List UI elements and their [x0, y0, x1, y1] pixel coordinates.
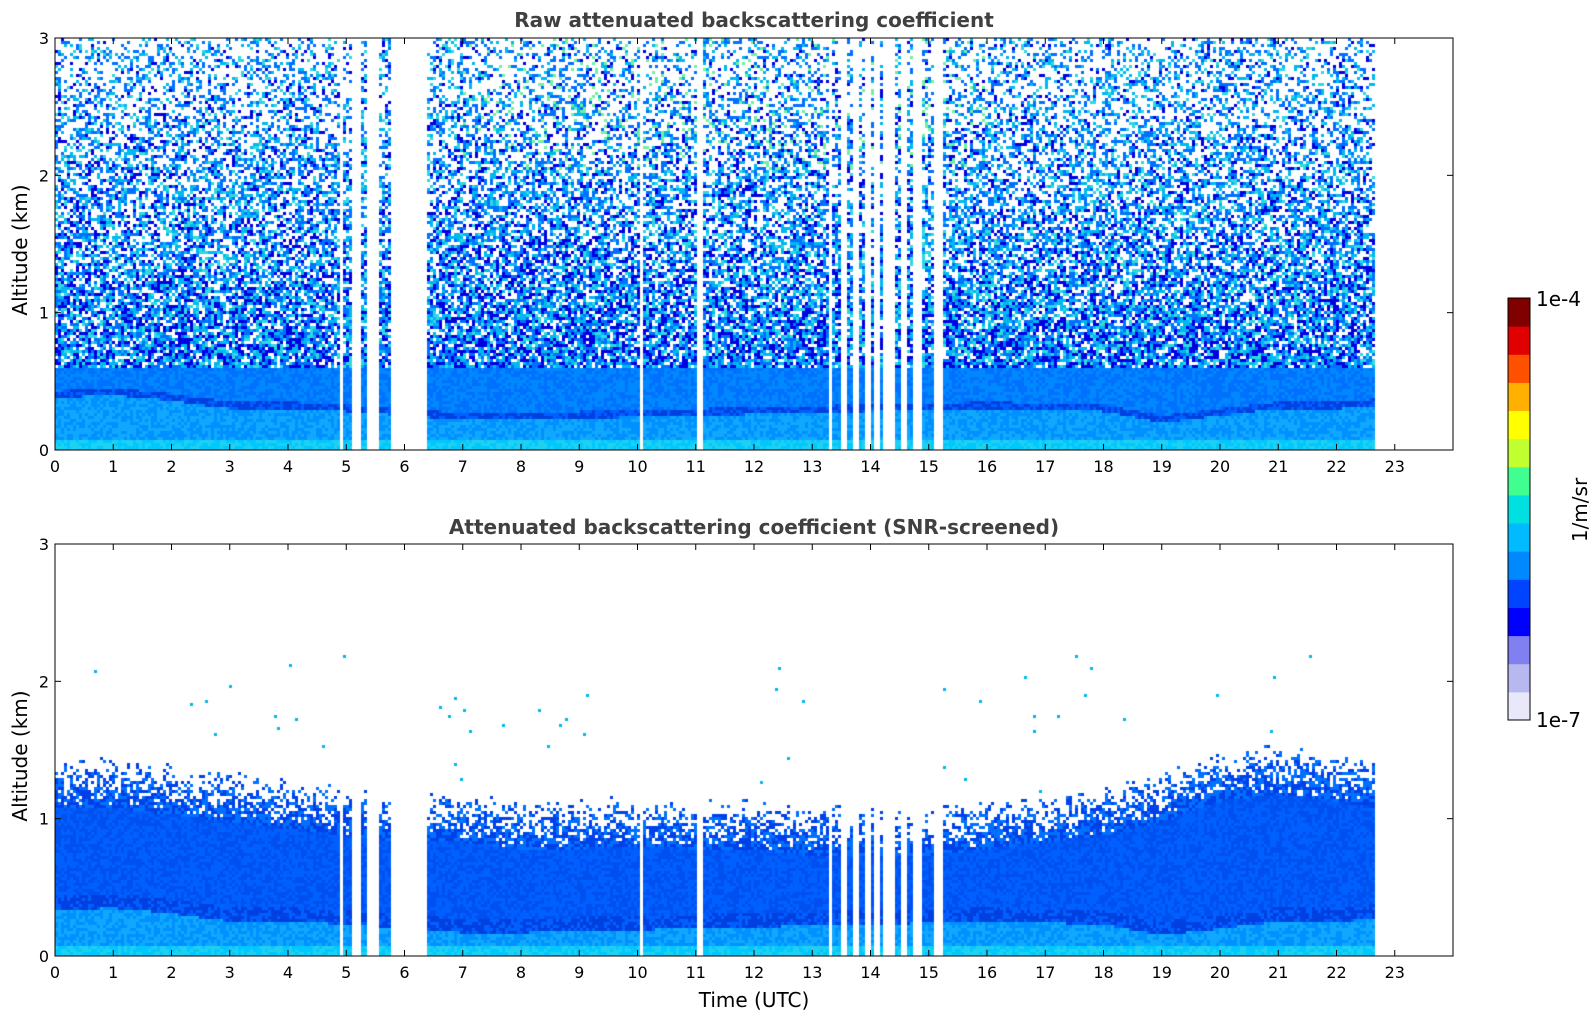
y-tick-label: 2: [39, 672, 49, 691]
raw-panel-ylabel: Altitude (km): [8, 184, 32, 315]
colorbar-segment: [1508, 551, 1530, 580]
snr-panel-xlabel: Time (UTC): [698, 988, 810, 1012]
colorbar-segment: [1508, 691, 1530, 721]
x-tick-label: 9: [574, 963, 584, 982]
raw-panel-axes: 0 1 2 3 4 5 6 7 8 9 10 11 12 13 14 15 16 17 18 19 20 21 22 2301…: [39, 29, 1454, 476]
x-tick-label: 0: [50, 963, 60, 982]
x-tick-label: 17: [1035, 457, 1055, 476]
colorbar-segment: [1508, 298, 1530, 327]
colorbar-segment: [1508, 438, 1530, 468]
y-tick-label: 2: [39, 166, 49, 185]
y-tick-label: 3: [39, 535, 49, 554]
x-tick-label: 4: [283, 963, 293, 982]
x-tick-label: 8: [516, 963, 526, 982]
x-tick-label: 23: [1385, 457, 1405, 476]
x-tick-label: 7: [458, 457, 468, 476]
x-tick-label: 19: [1152, 963, 1172, 982]
colorbar-gradient: [1508, 298, 1530, 721]
snr-panel-ylabel: Altitude (km): [8, 690, 32, 821]
colorbar-segment: [1508, 663, 1530, 693]
x-tick-label: 19: [1152, 457, 1172, 476]
x-tick-label: 15: [919, 963, 939, 982]
snr-backscatter-heatmap: [55, 544, 1453, 956]
colorbar-max-label: 1e-4: [1536, 287, 1581, 311]
x-tick-label: 3: [225, 457, 235, 476]
x-tick-label: 23: [1385, 963, 1405, 982]
x-tick-label: 7: [458, 963, 468, 982]
x-tick-label: 14: [860, 963, 880, 982]
x-tick-label: 2: [166, 963, 176, 982]
x-tick-label: 21: [1268, 963, 1288, 982]
x-tick-label: 3: [225, 963, 235, 982]
colorbar-segment: [1508, 326, 1530, 355]
heatmap-raster: [55, 38, 1453, 450]
x-tick-label: 1: [108, 457, 118, 476]
y-tick-label: 1: [39, 304, 49, 323]
x-tick-label: 21: [1268, 457, 1288, 476]
x-tick-label: 11: [686, 963, 706, 982]
x-tick-label: 6: [399, 457, 409, 476]
x-tick-label: 18: [1093, 457, 1113, 476]
x-tick-label: 5: [341, 963, 351, 982]
x-tick-label: 18: [1093, 963, 1113, 982]
x-tick-label: 15: [919, 457, 939, 476]
colorbar-min-label: 1e-7: [1536, 708, 1581, 732]
colorbar-segment: [1508, 607, 1530, 637]
x-tick-label: 5: [341, 457, 351, 476]
x-tick-label: 20: [1210, 457, 1230, 476]
x-tick-label: 16: [977, 963, 997, 982]
colorbar-segment: [1508, 410, 1530, 440]
x-tick-label: 12: [744, 963, 764, 982]
raw-backscatter-heatmap: [55, 38, 1453, 450]
colorbar-segment: [1508, 635, 1530, 665]
x-tick-label: 9: [574, 457, 584, 476]
x-tick-label: 16: [977, 457, 997, 476]
colorbar-frame: [1507, 297, 1531, 721]
colorbar: 1e-4 1e-7 1/m/sr: [1507, 287, 1592, 732]
x-tick-label: 2: [166, 457, 176, 476]
colorbar-segment: [1508, 579, 1530, 608]
x-tick-label: 11: [686, 457, 706, 476]
x-tick-label: 17: [1035, 963, 1055, 982]
x-tick-label: 10: [627, 963, 647, 982]
x-tick-label: 0: [50, 457, 60, 476]
x-tick-label: 10: [627, 457, 647, 476]
snr-panel-title: Attenuated backscattering coefficient (S…: [449, 515, 1059, 539]
colorbar-segment: [1508, 466, 1530, 496]
colorbar-segment: [1508, 354, 1530, 383]
x-tick-label: 8: [516, 457, 526, 476]
snr-screened-panel: Attenuated backscattering coefficient (S…: [8, 515, 1454, 1012]
raw-backscatter-panel: Raw attenuated backscattering coefficien…: [8, 8, 1454, 476]
snr-panel-axes: 0 1 2 3 4 5 6 7 8 9 10 11 12 13 14 15 16 17 18 19 20 21 22 2301…: [39, 535, 1454, 982]
colorbar-segment: [1508, 494, 1530, 524]
colorbar-segment: [1508, 523, 1530, 552]
x-tick-label: 20: [1210, 963, 1230, 982]
heatmap-raster: [55, 544, 1453, 956]
x-tick-label: 12: [744, 457, 764, 476]
x-tick-label: 22: [1326, 963, 1346, 982]
y-tick-label: 0: [39, 947, 49, 966]
x-tick-label: 1: [108, 963, 118, 982]
x-tick-label: 13: [802, 457, 822, 476]
x-tick-label: 4: [283, 457, 293, 476]
x-tick-label: 14: [860, 457, 880, 476]
x-tick-label: 6: [399, 963, 409, 982]
colorbar-units-label: 1/m/sr: [1568, 477, 1592, 542]
y-tick-label: 3: [39, 29, 49, 48]
y-tick-label: 1: [39, 810, 49, 829]
x-tick-label: 22: [1326, 457, 1346, 476]
x-tick-label: 13: [802, 963, 822, 982]
y-tick-label: 0: [39, 441, 49, 460]
raw-panel-title: Raw attenuated backscattering coefficien…: [514, 8, 994, 32]
colorbar-segment: [1508, 382, 1530, 412]
